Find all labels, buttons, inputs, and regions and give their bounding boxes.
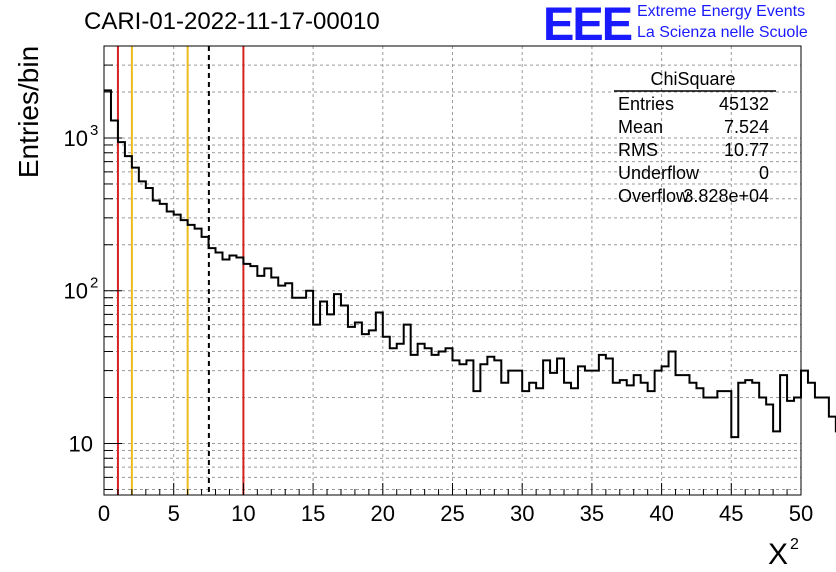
logo-text-line-2: La Scienza nelle Scuole [637,24,808,41]
x-axis-title-superscript: 2 [790,536,799,553]
y-tick-label: 10 [64,279,88,304]
stats-box: ChiSquare Entries 45132 Mean 7.524 RMS 10.77 U… [614,69,776,206]
stats-row-value: 7.524 [724,117,769,137]
x-tick-label: 40 [649,501,673,526]
y-tick-label: 10 [69,431,93,456]
x-tick-label: 35 [580,501,604,526]
reference-lines [116,46,245,495]
histogram-line [104,89,836,439]
stats-row-value: 45132 [719,94,769,114]
stats-row-label: Mean [618,117,663,137]
y-axis-title: Entries/bin [13,46,44,178]
eee-logo: EEE [543,0,633,50]
x-tick-label: 20 [371,501,395,526]
stats-row-label: Underflow [618,163,700,183]
stats-row-label: Overflow [618,186,690,206]
stats-header: ChiSquare [650,69,735,89]
y-tick-label: 10 [64,126,88,151]
axis-ticks [103,45,802,495]
y-tick-exponent: 2 [90,275,98,292]
x-tick-label: 50 [789,501,813,526]
logo-text-line-1: Extreme Energy Events [637,3,806,20]
x-tick-label: 15 [301,501,325,526]
x-tick-label: 45 [719,501,743,526]
stats-row-label: RMS [618,140,658,160]
stats-row-label: Entries [618,94,674,114]
chart-title: CARI-01-2022-11-17-00010 [84,8,380,35]
stats-row-value: 0 [759,163,769,183]
x-axis-title: X [768,538,788,571]
stats-row-value: 3.828e+04 [683,186,769,206]
histogram-series [104,89,836,439]
x-tick-label: 25 [440,501,464,526]
x-tick-label: 30 [510,501,534,526]
x-tick-label: 10 [231,501,255,526]
stats-row-value: 10.77 [724,140,769,160]
y-tick-exponent: 3 [90,122,98,139]
x-tick-label: 0 [98,501,110,526]
x-tick-label: 5 [168,501,180,526]
